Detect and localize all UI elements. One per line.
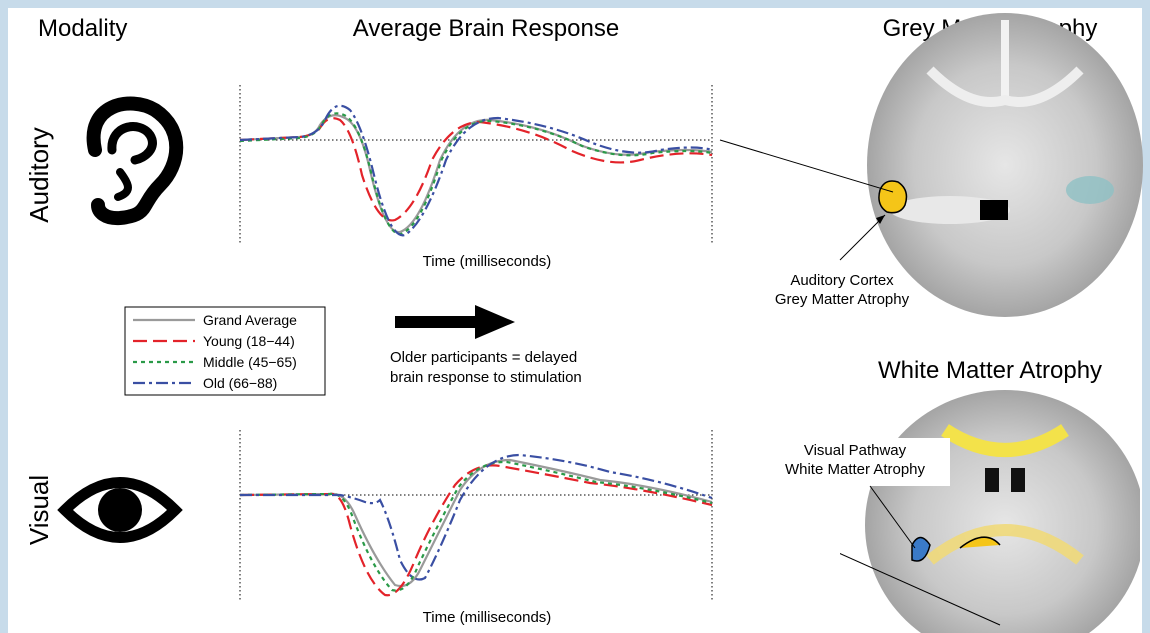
- curve: [239, 117, 713, 222]
- note: brain response to stimulation: [390, 369, 582, 386]
- row-label: Auditory: [24, 127, 54, 222]
- arrow: [395, 305, 515, 339]
- legend-label: Grand Average: [203, 312, 297, 328]
- curve: [239, 464, 713, 597]
- curve: [240, 453, 713, 581]
- curve: [239, 114, 713, 234]
- annotation: White Matter Atrophy: [785, 461, 926, 478]
- pointer: [869, 485, 916, 549]
- header: Modality: [38, 15, 127, 42]
- brain-grey: [719, 13, 1143, 317]
- curve: [239, 458, 713, 588]
- curve: [239, 112, 713, 236]
- curve: [239, 104, 713, 237]
- axis-label: Time (milliseconds): [423, 609, 552, 626]
- header: White Matter Atrophy: [878, 357, 1102, 384]
- header: Average Brain Response: [353, 15, 619, 42]
- ear-icon: [86, 96, 184, 226]
- row-label: Visual: [24, 475, 54, 545]
- eye-icon: [57, 477, 183, 543]
- legend: [124, 306, 326, 396]
- axis-label: Time (milliseconds): [423, 253, 552, 270]
- curves: [239, 104, 713, 597]
- annotation: Auditory Cortex: [790, 272, 894, 289]
- annotation: Grey Matter Atrophy: [775, 291, 910, 308]
- legend-label: Middle (45−65): [203, 354, 297, 370]
- legend-label: Young (18−44): [203, 333, 295, 349]
- note: Older participants = delayed: [390, 349, 577, 366]
- legend-label: Old (66−88): [203, 375, 277, 391]
- plot-frame: [239, 85, 713, 600]
- curve: [239, 460, 713, 592]
- annotation-box: [760, 438, 950, 486]
- annotation: Visual Pathway: [804, 442, 907, 459]
